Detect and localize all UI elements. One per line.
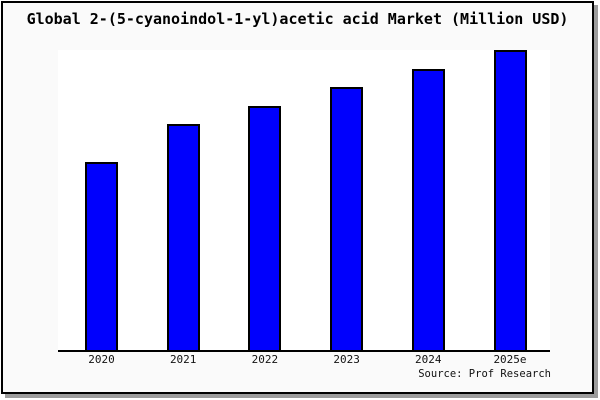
bar-2023 [330, 87, 364, 350]
bar-2021 [166, 124, 200, 350]
bar-2022 [248, 106, 282, 350]
x-tick-label-2020: 2020 [88, 353, 115, 366]
bar-2024 [411, 69, 445, 350]
bar-2020 [85, 162, 118, 350]
chart-figure: Global 2-(5-cyanoindol-1-yl)acetic acid … [1, 1, 594, 394]
x-tick-label-2025e: 2025e [493, 353, 527, 366]
bar-2025e [493, 50, 527, 350]
x-tick-label-2024: 2024 [415, 353, 442, 366]
x-tick-label-2021: 2021 [169, 353, 197, 366]
chart-title: Global 2-(5-cyanoindol-1-yl)acetic acid … [26, 10, 569, 28]
source-credit: Source: Prof Research [418, 368, 551, 380]
plot-area [58, 50, 550, 352]
x-tick-label-2022: 2022 [251, 353, 279, 366]
x-tick-label-2023: 2023 [333, 353, 360, 366]
